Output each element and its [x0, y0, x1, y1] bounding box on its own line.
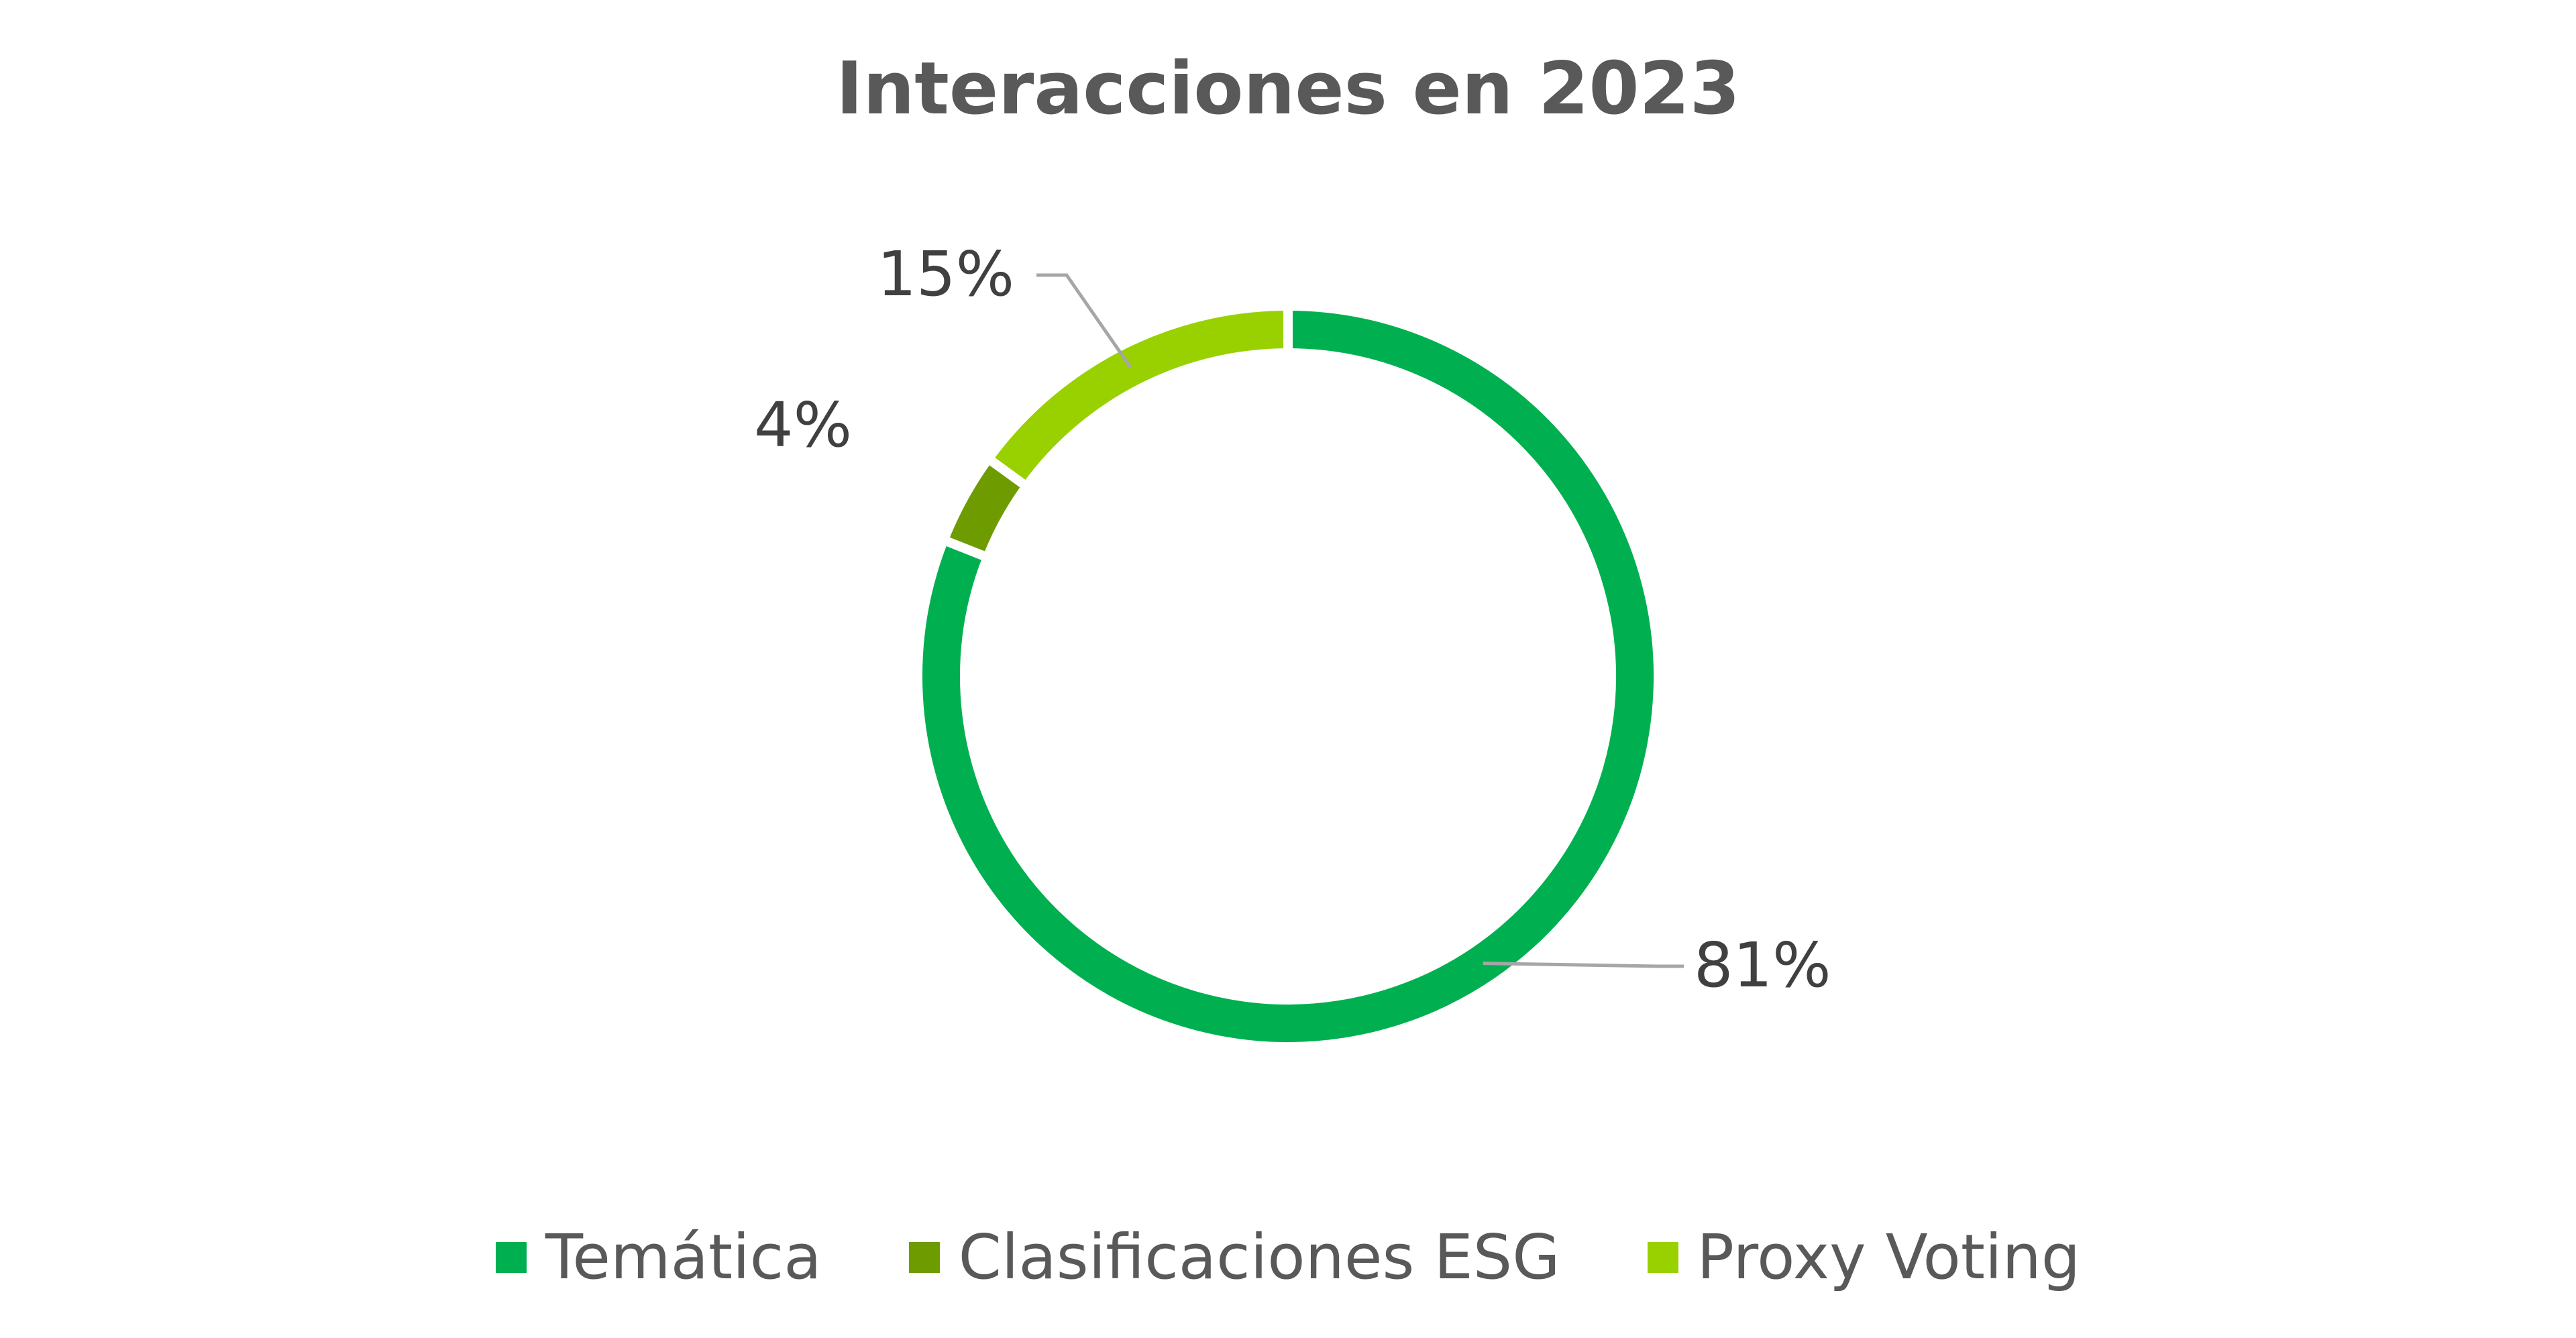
legend-label-clasificaciones-esg: Clasificaciones ESG — [958, 1221, 1560, 1293]
slice-tematica — [913, 301, 1663, 1051]
slice-proxy-voting — [981, 301, 1293, 493]
data-label-tematica: 81% — [1694, 929, 1831, 1001]
leader-line-tematica — [1483, 962, 1684, 968]
chart-legend: Temática Clasificaciones ESG Proxy Votin… — [0, 1221, 2576, 1293]
legend-label-tematica: Temática — [545, 1221, 822, 1293]
legend-item-proxy-voting: Proxy Voting — [1647, 1221, 2081, 1293]
legend-swatch-proxy-voting — [1647, 1241, 1678, 1273]
leader-line-proxy-voting — [1036, 273, 1132, 368]
legend-swatch-tematica — [495, 1241, 527, 1273]
legend-swatch-clasificaciones-esg — [908, 1241, 940, 1273]
legend-item-tematica: Temática — [495, 1221, 822, 1293]
data-label-clasificaciones-esg: 4% — [754, 389, 852, 461]
legend-label-proxy-voting: Proxy Voting — [1697, 1221, 2081, 1293]
data-label-proxy-voting: 15% — [877, 238, 1014, 310]
legend-item-clasificaciones-esg: Clasificaciones ESG — [908, 1221, 1560, 1293]
chart-title: Interacciones en 2023 — [836, 47, 1740, 131]
